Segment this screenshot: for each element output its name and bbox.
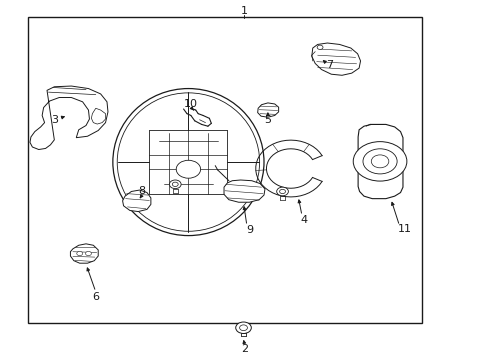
Polygon shape	[224, 180, 264, 202]
Text: 9: 9	[245, 225, 252, 235]
Polygon shape	[122, 190, 151, 212]
Polygon shape	[70, 244, 98, 263]
Circle shape	[77, 251, 82, 256]
Text: 5: 5	[264, 115, 271, 125]
Text: 7: 7	[325, 60, 333, 70]
Text: 8: 8	[138, 186, 145, 197]
Polygon shape	[30, 86, 108, 149]
Circle shape	[176, 160, 200, 178]
Bar	[27, 17, 422, 323]
Text: 2: 2	[241, 344, 247, 354]
Text: 4: 4	[300, 215, 307, 225]
Text: 10: 10	[183, 99, 198, 109]
Polygon shape	[257, 103, 278, 117]
Circle shape	[362, 149, 396, 174]
Circle shape	[317, 45, 323, 49]
Text: 1: 1	[241, 6, 247, 16]
Ellipse shape	[113, 89, 264, 235]
Polygon shape	[91, 108, 105, 124]
Circle shape	[370, 155, 388, 168]
Circle shape	[352, 141, 406, 181]
Ellipse shape	[117, 93, 259, 231]
Polygon shape	[357, 125, 402, 199]
Circle shape	[169, 180, 181, 189]
Text: 3: 3	[51, 115, 58, 125]
Circle shape	[276, 187, 288, 196]
Circle shape	[85, 251, 91, 256]
Circle shape	[279, 189, 285, 194]
Circle shape	[239, 325, 247, 330]
Polygon shape	[311, 43, 360, 75]
Text: 6: 6	[92, 292, 99, 302]
Circle shape	[172, 182, 178, 186]
Circle shape	[235, 322, 251, 333]
Text: 11: 11	[397, 225, 410, 234]
